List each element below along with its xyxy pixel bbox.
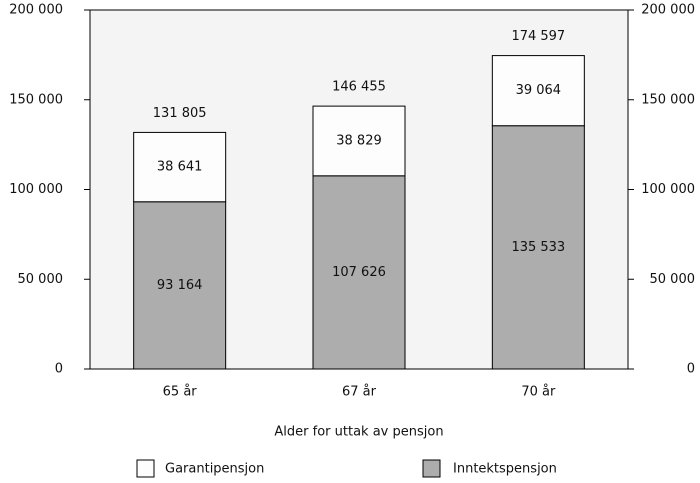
segment-label: 107 626 xyxy=(332,265,386,280)
legend-label: Garantipensjon xyxy=(165,462,264,477)
bar-segment xyxy=(133,201,227,370)
legend-swatch xyxy=(136,459,155,478)
y2-tick-label: 0 xyxy=(687,362,695,377)
segment-label: 135 533 xyxy=(511,240,565,255)
segment-label: 38 829 xyxy=(336,133,382,148)
legend-swatch xyxy=(422,459,441,478)
y2-tick-label: 200 000 xyxy=(641,3,695,18)
bar-segment xyxy=(133,131,227,203)
bar-segment xyxy=(312,175,406,370)
x-tick-label: 65 år xyxy=(163,385,198,400)
total-label: 146 455 xyxy=(332,80,386,95)
y2-tick-label: 100 000 xyxy=(641,182,695,197)
y-tick-label: 0 xyxy=(55,362,63,377)
x-tick-label: 70 år xyxy=(521,385,556,400)
legend-label: Inntektspensjon xyxy=(453,462,557,477)
y-tick-label: 100 000 xyxy=(9,182,63,197)
y-tick-label: 200 000 xyxy=(9,3,63,18)
y-tick-label: 50 000 xyxy=(18,272,64,287)
x-tick-label: 67 år xyxy=(342,385,377,400)
segment-label: 38 641 xyxy=(157,160,203,175)
bar-segment xyxy=(491,125,585,370)
bar-segment xyxy=(312,105,406,177)
y2-tick-label: 150 000 xyxy=(641,92,695,107)
y2-tick-label: 50 000 xyxy=(650,272,696,287)
segment-label: 93 164 xyxy=(157,278,203,293)
segment-label: 39 064 xyxy=(516,83,562,98)
bar-segment xyxy=(491,55,585,127)
x-axis-label: Alder for uttak av pensjon xyxy=(274,425,443,440)
y-tick-label: 150 000 xyxy=(9,92,63,107)
total-label: 131 805 xyxy=(153,106,207,121)
total-label: 174 597 xyxy=(511,29,565,44)
